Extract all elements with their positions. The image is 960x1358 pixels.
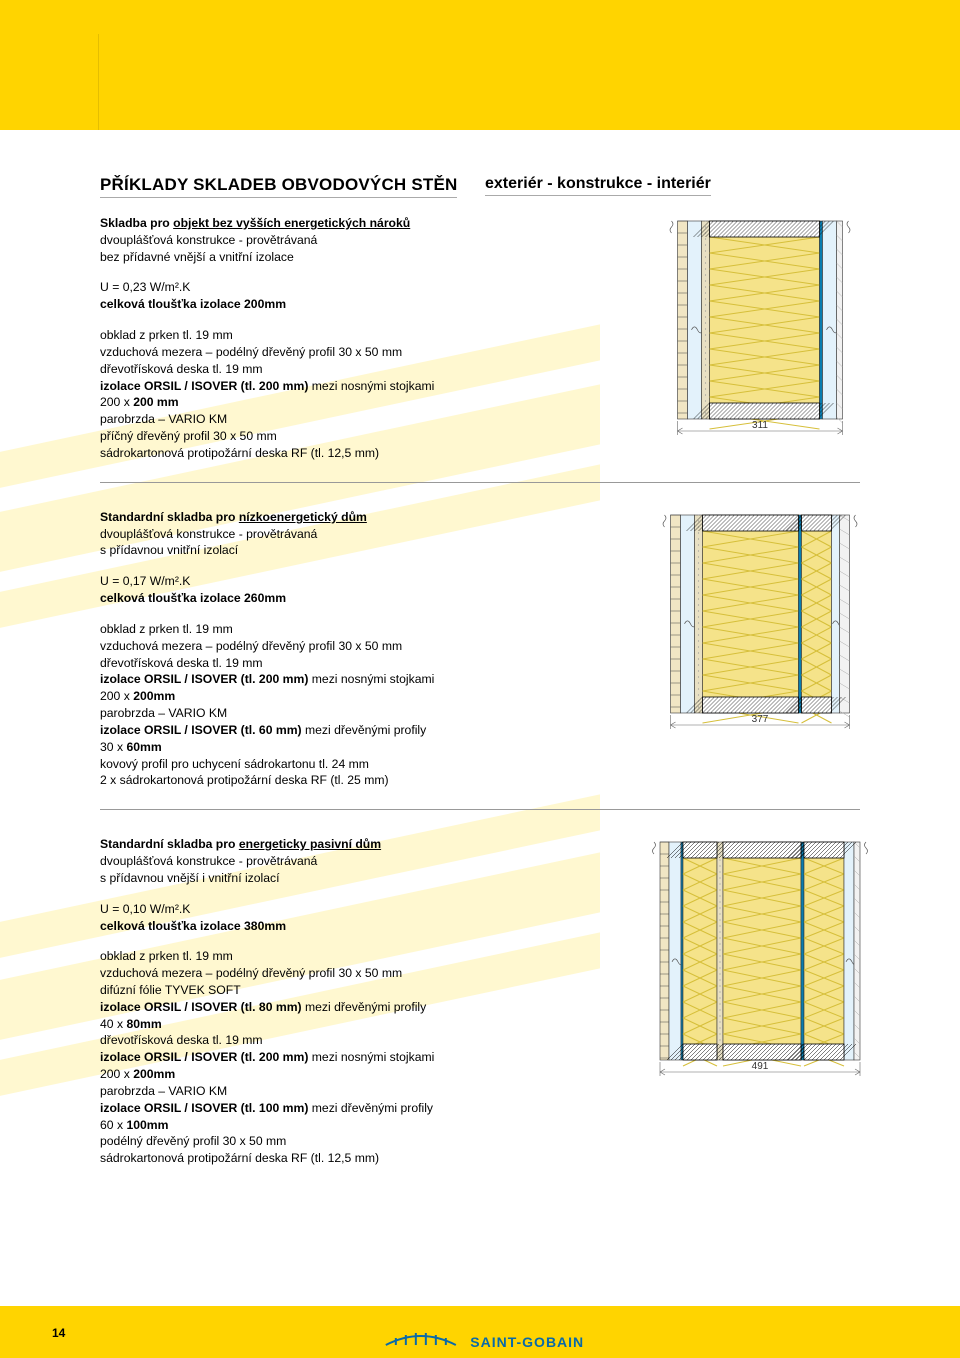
section-layers: obklad z prken tl. 19 mmvzduchová mezera… [100,621,600,789]
section-layers: obklad z prken tl. 19 mmvzduchová mezera… [100,327,600,462]
section-params: U = 0,10 W/m².K celková tloušťka izolace… [100,901,600,935]
svg-text:491: 491 [752,1061,769,1072]
wall-section: Skladba pro objekt bez vyšších energetic… [100,215,880,462]
header-rule [98,34,99,130]
wall-diagram: 377 [640,509,880,739]
wall-diagram: 491 [640,836,880,1086]
section-layers: obklad z prken tl. 19 mmvzduchová mezera… [100,948,600,1167]
divider [100,482,860,483]
header-band [0,0,960,130]
section-lead: Standardní skladba pro energeticky pasiv… [100,836,600,886]
wall-section: Standardní skladba pro energeticky pasiv… [100,836,880,1167]
divider [100,809,860,810]
section-params: U = 0,23 W/m².K celková tloušťka izolace… [100,279,600,313]
section-lead: Standardní skladba pro nízkoenergetický … [100,509,600,559]
logo-text: SAINT-GOBAIN [470,1334,584,1350]
logo-saint-gobain: SAINT-GOBAIN [376,1331,584,1352]
page-number: 14 [52,1326,65,1340]
wall-section: Standardní skladba pro nízkoenergetický … [100,509,880,789]
wall-diagram: 311 [640,215,880,445]
section-params: U = 0,17 W/m².K celková tloušťka izolace… [100,573,600,607]
svg-text:311: 311 [752,420,768,431]
svg-text:377: 377 [752,714,769,725]
section-lead: Skladba pro objekt bez vyšších energetic… [100,215,600,265]
